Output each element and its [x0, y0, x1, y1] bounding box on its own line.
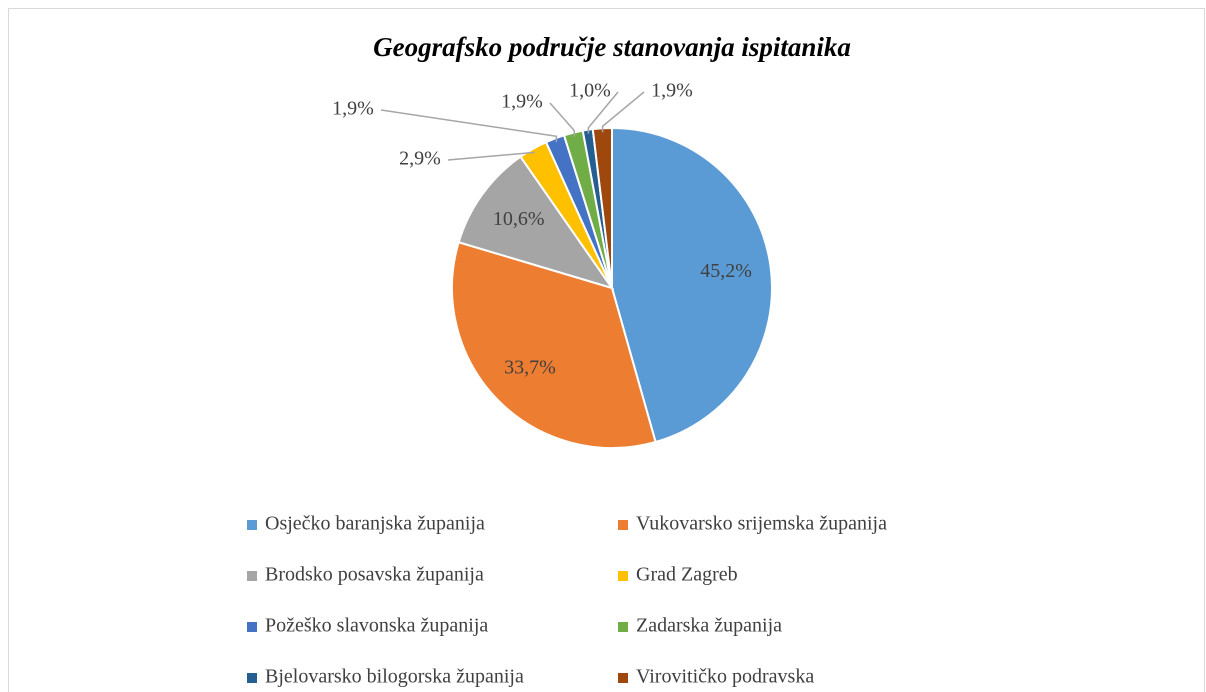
leader-line [601, 91, 645, 133]
legend-swatch [247, 571, 257, 581]
leader-line [447, 151, 535, 161]
legend-label: Osječko baranjska županija [265, 513, 485, 535]
pie-slice [611, 126, 773, 444]
legend-label: Bjelovarsko bilogorska županija [265, 666, 524, 688]
legend-label: Virovitičko podravska [636, 666, 814, 688]
chart-title: Geografsko područje stanovanja ispitanik… [373, 32, 851, 62]
legend-label: Brodsko posavska županija [265, 564, 484, 586]
leader-line [380, 109, 558, 143]
data-label: 1,9% [332, 98, 374, 120]
legend-swatch [618, 673, 628, 683]
data-label: 2,9% [399, 148, 441, 170]
legend-label: Zadarska županija [636, 615, 782, 637]
data-label: 10,6% [493, 208, 545, 230]
pie-slice [451, 240, 657, 449]
data-label: 33,7% [504, 356, 556, 378]
legend-swatch [618, 622, 628, 632]
legend-swatch [618, 571, 628, 581]
legend-swatch [247, 520, 257, 530]
legend-swatch [618, 520, 628, 530]
data-label: 1,0% [569, 80, 611, 102]
data-label: 1,9% [651, 80, 693, 102]
pie-slice [457, 155, 615, 290]
legend-label: Grad Zagreb [636, 564, 738, 586]
data-label: 45,2% [700, 260, 752, 282]
legend-label: Požeško slavonska županija [265, 615, 488, 637]
leader-line [549, 102, 576, 137]
legend-swatch [247, 673, 257, 683]
chart-frame [8, 8, 1205, 692]
legend-label: Vukovarsko srijemska županija [636, 513, 887, 535]
legend-swatch [247, 622, 257, 632]
data-label: 1,9% [501, 91, 543, 113]
leader-line [587, 91, 619, 134]
